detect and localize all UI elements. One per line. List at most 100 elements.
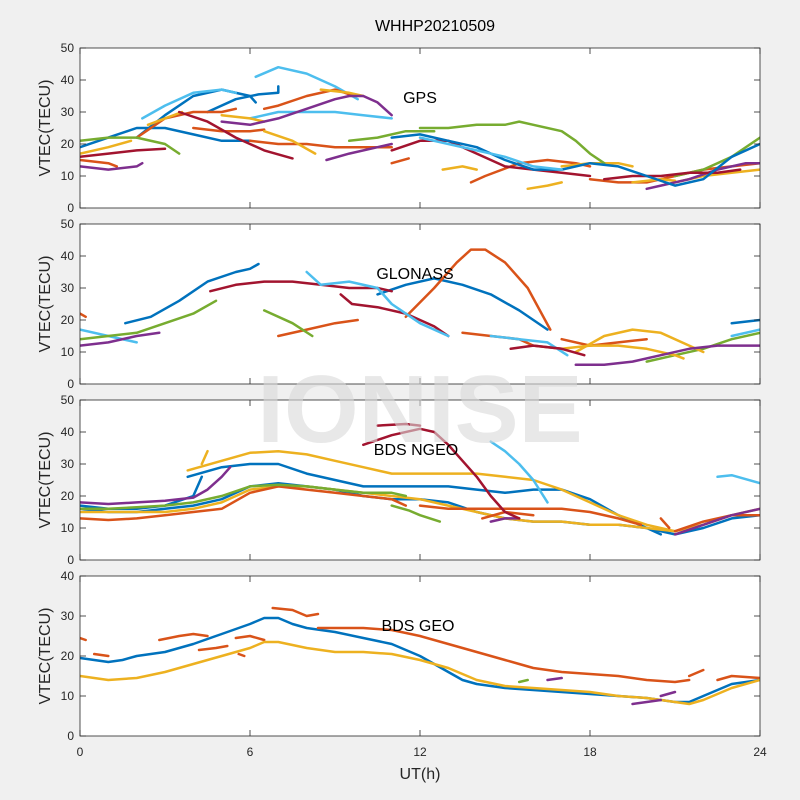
series-line-glonass-0: [124, 262, 260, 325]
y-tick-label-bds-ngeo-30: 30: [61, 457, 75, 471]
x-tick-label-24: 24: [753, 745, 767, 759]
y-tick-label-bds-ngeo-10: 10: [61, 521, 75, 535]
panel-bds-geo: 0 10 20 30 40 VTEC(TECU) BDS GEO: [37, 569, 761, 743]
series-line-gps-24: [80, 161, 144, 171]
y-tick-label-bds-ngeo-20: 20: [61, 489, 75, 503]
series-line-gps-26: [325, 142, 393, 162]
series-line-bds-ngeo-15: [376, 422, 422, 427]
series-line-bds-ngeo-5: [80, 485, 760, 533]
y-tick-label-bds-geo-0: 0: [67, 729, 74, 743]
y-tick-label-glonass-40: 40: [61, 249, 75, 263]
series-line-gps-36: [390, 133, 760, 187]
chart-panels: 0 10 20 30 40 50 VTEC(TECU) GPS 0 10 20 30 40 50 VTEC(…: [37, 41, 767, 759]
series-line-glonass-11: [305, 270, 450, 338]
y-tick-label-bds-ngeo-0: 0: [67, 553, 74, 567]
panel-label-bds-ngeo: BDS NGEO: [374, 442, 458, 459]
y-tick-label-glonass-10: 10: [61, 345, 75, 359]
series-line-bds-geo-14: [659, 690, 677, 698]
series-line-gps-6: [80, 158, 119, 168]
series-line-gps-7: [135, 107, 238, 139]
x-tick-label-12: 12: [413, 745, 427, 759]
series-line-gps-34: [390, 139, 592, 178]
watermark-text: IONISE: [257, 356, 582, 463]
y-tick-label-bds-geo-30: 30: [61, 609, 75, 623]
series-line-gps-35: [602, 168, 742, 181]
series-line-bds-ngeo-18: [390, 504, 442, 523]
y-axis-label-gps: VTEC(TECU): [37, 80, 54, 177]
y-tick-label-bds-ngeo-50: 50: [61, 393, 75, 407]
y-tick-label-glonass-50: 50: [61, 217, 75, 231]
y-tick-label-gps-0: 0: [67, 201, 74, 215]
series-line-gps-15: [146, 110, 184, 127]
series-line-bds-geo-9: [687, 668, 705, 678]
y-tick-label-gps-30: 30: [61, 105, 75, 119]
series-line-gps-14: [80, 139, 133, 155]
y-tick-label-gps-40: 40: [61, 73, 75, 87]
series-line-glonass-6: [277, 318, 359, 338]
panel-label-gps: GPS: [403, 90, 437, 107]
panel-label-glonass: GLONASS: [376, 266, 453, 283]
series-line-bds-ngeo-14: [362, 427, 521, 520]
series-line-bds-geo-8: [316, 626, 691, 684]
series-line-bds-geo-4: [197, 644, 229, 652]
series-line-gps-20: [526, 181, 563, 191]
series-line-gps-29: [418, 120, 606, 165]
y-tick-label-bds-geo-40: 40: [61, 569, 75, 583]
x-tick-label-0: 0: [77, 745, 84, 759]
y-axis-label-bds-geo: VTEC(TECU): [37, 608, 54, 705]
series-line-bds-geo-11: [80, 640, 760, 706]
figure-title: WHHP20210509: [375, 18, 495, 35]
series-line-bds-ngeo-19: [80, 483, 408, 511]
panel-label-bds-geo: BDS GEO: [382, 618, 455, 635]
series-line-glonass-19: [80, 331, 161, 347]
series-line-gps-27: [645, 161, 760, 191]
series-line-gps-33: [177, 110, 294, 160]
series-line-gps-25: [220, 94, 393, 127]
series-line-glonass-9: [560, 337, 648, 347]
x-tick-label-18: 18: [583, 745, 597, 759]
series-line-gps-5: [248, 110, 393, 120]
series-line-bds-ngeo-17: [716, 473, 760, 485]
series-line-bds-ngeo-9: [673, 513, 760, 533]
series-line-bds-geo-10: [716, 674, 760, 682]
series-line-bds-ngeo-4: [200, 449, 209, 466]
series-line-bds-ngeo-6: [80, 485, 408, 522]
series-line-gps-31: [347, 129, 436, 143]
series-line-glonass-1: [376, 277, 549, 331]
series-line-bds-geo-12: [546, 676, 563, 682]
y-tick-label-bds-geo-10: 10: [61, 689, 75, 703]
series-line-bds-geo-6: [237, 652, 246, 658]
series-line-bds-ngeo-7: [418, 504, 643, 527]
x-tick-label-6: 6: [247, 745, 254, 759]
series-line-glonass-17: [574, 328, 705, 354]
series-line-bds-geo-3: [158, 632, 209, 642]
series-line-glonass-18: [560, 344, 685, 360]
series-line-gps-3: [141, 88, 238, 120]
series-line-bds-ngeo-8: [659, 517, 671, 530]
series-line-gps-2: [206, 85, 280, 114]
series-line-gps-11: [390, 157, 410, 165]
series-line-bds-geo-7: [271, 606, 320, 618]
series-line-bds-ngeo-3: [186, 449, 677, 533]
x-axis-label: UT(h): [400, 766, 441, 783]
y-tick-label-glonass-0: 0: [67, 377, 74, 391]
series-line-glonass-15: [262, 309, 314, 338]
series-line-bds-ngeo-11: [80, 465, 232, 506]
series-group-bds-geo: [80, 606, 760, 706]
series-line-glonass-5: [80, 312, 87, 319]
panel-bds-ngeo: 0 10 20 30 40 50 VTEC(TECU) BDS NGEO: [37, 393, 761, 567]
series-line-bds-geo-2: [92, 652, 110, 658]
series-line-bds-ngeo-1: [186, 462, 663, 536]
y-tick-label-bds-geo-20: 20: [61, 649, 75, 663]
series-line-glonass-20: [574, 344, 760, 367]
series-line-gps-19: [441, 165, 478, 171]
series-line-glonass-7: [404, 248, 552, 331]
series-line-gps-32: [80, 147, 167, 159]
series-line-glonass-21: [509, 344, 586, 357]
series-line-bds-geo-5: [234, 634, 266, 642]
series-line-bds-geo-13: [631, 698, 663, 706]
y-axis-label-glonass: VTEC(TECU): [37, 256, 54, 353]
series-line-bds-geo-15: [517, 678, 529, 684]
series-line-gps-22: [631, 177, 677, 184]
